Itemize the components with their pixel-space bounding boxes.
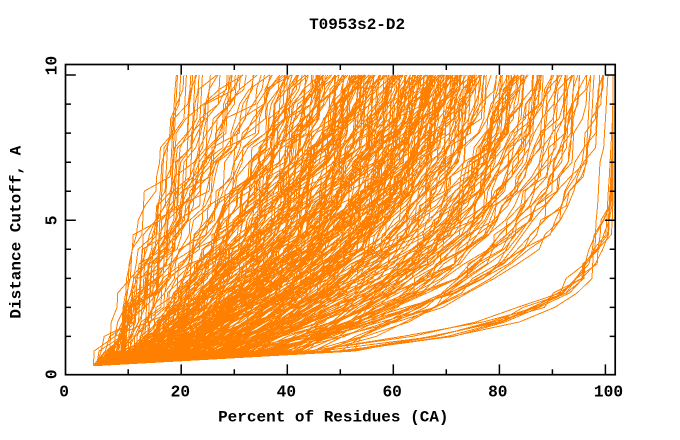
svg-text:10: 10	[43, 56, 61, 75]
svg-text:0: 0	[43, 369, 61, 379]
svg-text:20: 20	[171, 383, 190, 401]
svg-text:80: 80	[488, 383, 507, 401]
svg-text:Distance Cutoff, A: Distance Cutoff, A	[7, 145, 25, 318]
svg-text:5: 5	[43, 216, 61, 226]
svg-text:40: 40	[277, 383, 296, 401]
svg-text:T0953s2-D2: T0953s2-D2	[309, 16, 405, 34]
svg-text:Percent of Residues (CA): Percent of Residues (CA)	[218, 408, 448, 426]
svg-text:100: 100	[594, 383, 623, 401]
svg-text:60: 60	[382, 383, 401, 401]
svg-text:0: 0	[59, 383, 69, 401]
